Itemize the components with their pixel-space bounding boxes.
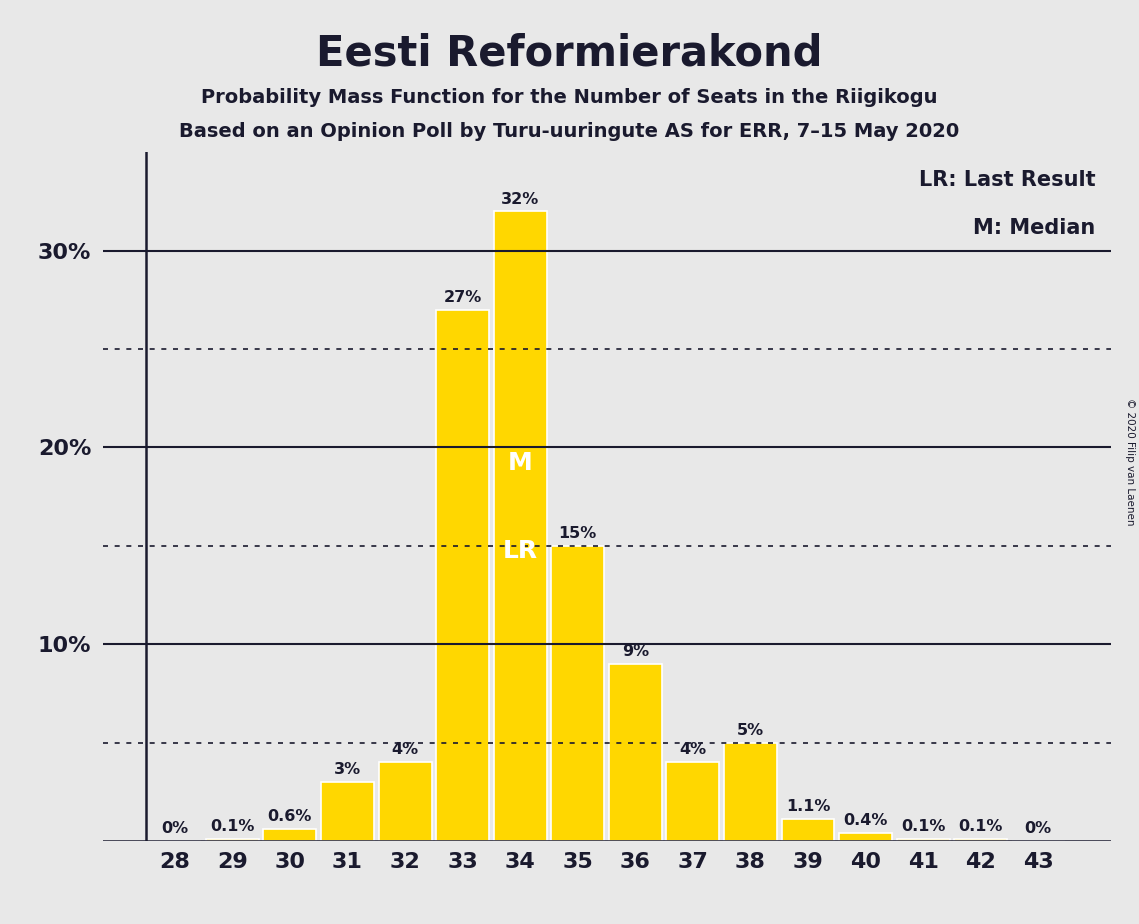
Text: 3%: 3%: [334, 762, 361, 777]
Bar: [206, 839, 259, 841]
Text: 0.6%: 0.6%: [268, 809, 312, 824]
Text: Probability Mass Function for the Number of Seats in the Riigikogu: Probability Mass Function for the Number…: [202, 88, 937, 107]
Text: LR: Last Result: LR: Last Result: [919, 170, 1096, 189]
Text: 4%: 4%: [679, 742, 706, 758]
Bar: [321, 782, 374, 841]
Bar: [954, 839, 1007, 841]
Text: 0%: 0%: [1025, 821, 1051, 836]
Bar: [263, 829, 317, 841]
Bar: [839, 833, 892, 841]
Bar: [378, 762, 432, 841]
Bar: [666, 762, 720, 841]
Text: 1.1%: 1.1%: [786, 799, 830, 814]
Bar: [436, 310, 489, 841]
Text: 27%: 27%: [443, 290, 482, 305]
Text: 32%: 32%: [501, 191, 539, 207]
Bar: [609, 663, 662, 841]
Text: 5%: 5%: [737, 723, 764, 737]
Text: 4%: 4%: [392, 742, 419, 758]
Text: Based on an Opinion Poll by Turu-uuringute AS for ERR, 7–15 May 2020: Based on an Opinion Poll by Turu-uuringu…: [179, 122, 960, 141]
Text: M: M: [508, 451, 533, 475]
Bar: [724, 743, 777, 841]
Text: 9%: 9%: [622, 644, 649, 659]
Bar: [551, 546, 604, 841]
Text: 0%: 0%: [162, 821, 188, 836]
Text: 0.4%: 0.4%: [843, 813, 887, 828]
Text: 0.1%: 0.1%: [959, 819, 1002, 834]
Text: M: Median: M: Median: [973, 218, 1096, 237]
Bar: [493, 212, 547, 841]
Text: Eesti Reformierakond: Eesti Reformierakond: [317, 32, 822, 74]
Bar: [896, 839, 950, 841]
Text: © 2020 Filip van Laenen: © 2020 Filip van Laenen: [1125, 398, 1134, 526]
Text: 0.1%: 0.1%: [901, 819, 945, 834]
Text: 15%: 15%: [558, 526, 597, 541]
Bar: [781, 820, 835, 841]
Text: 0.1%: 0.1%: [211, 819, 254, 834]
Text: LR: LR: [502, 540, 538, 564]
